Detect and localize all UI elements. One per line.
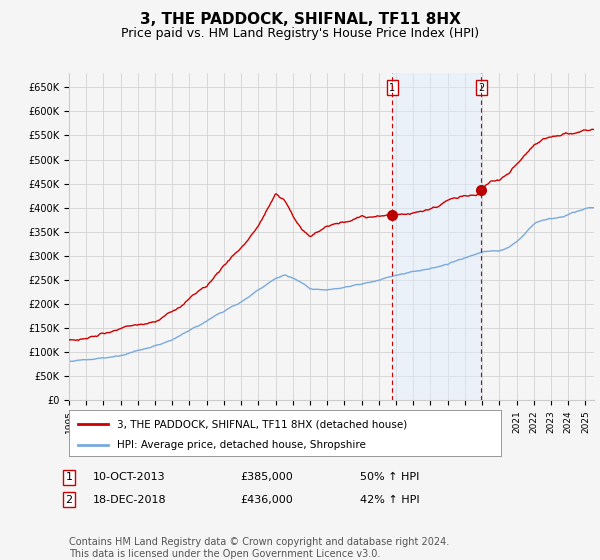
Text: 3, THE PADDOCK, SHIFNAL, TF11 8HX (detached house): 3, THE PADDOCK, SHIFNAL, TF11 8HX (detac… <box>116 419 407 430</box>
Text: 1: 1 <box>389 82 395 92</box>
Text: £385,000: £385,000 <box>240 472 293 482</box>
Text: 2: 2 <box>65 494 73 505</box>
Text: 10-OCT-2013: 10-OCT-2013 <box>93 472 166 482</box>
Text: HPI: Average price, detached house, Shropshire: HPI: Average price, detached house, Shro… <box>116 440 365 450</box>
Text: 50% ↑ HPI: 50% ↑ HPI <box>360 472 419 482</box>
Text: £436,000: £436,000 <box>240 494 293 505</box>
Text: 1: 1 <box>65 472 73 482</box>
Text: 42% ↑ HPI: 42% ↑ HPI <box>360 494 419 505</box>
Text: 2: 2 <box>478 82 485 92</box>
Text: Contains HM Land Registry data © Crown copyright and database right 2024.
This d: Contains HM Land Registry data © Crown c… <box>69 537 449 559</box>
Text: Price paid vs. HM Land Registry's House Price Index (HPI): Price paid vs. HM Land Registry's House … <box>121 27 479 40</box>
Text: 18-DEC-2018: 18-DEC-2018 <box>93 494 167 505</box>
Text: 3, THE PADDOCK, SHIFNAL, TF11 8HX: 3, THE PADDOCK, SHIFNAL, TF11 8HX <box>140 12 460 27</box>
